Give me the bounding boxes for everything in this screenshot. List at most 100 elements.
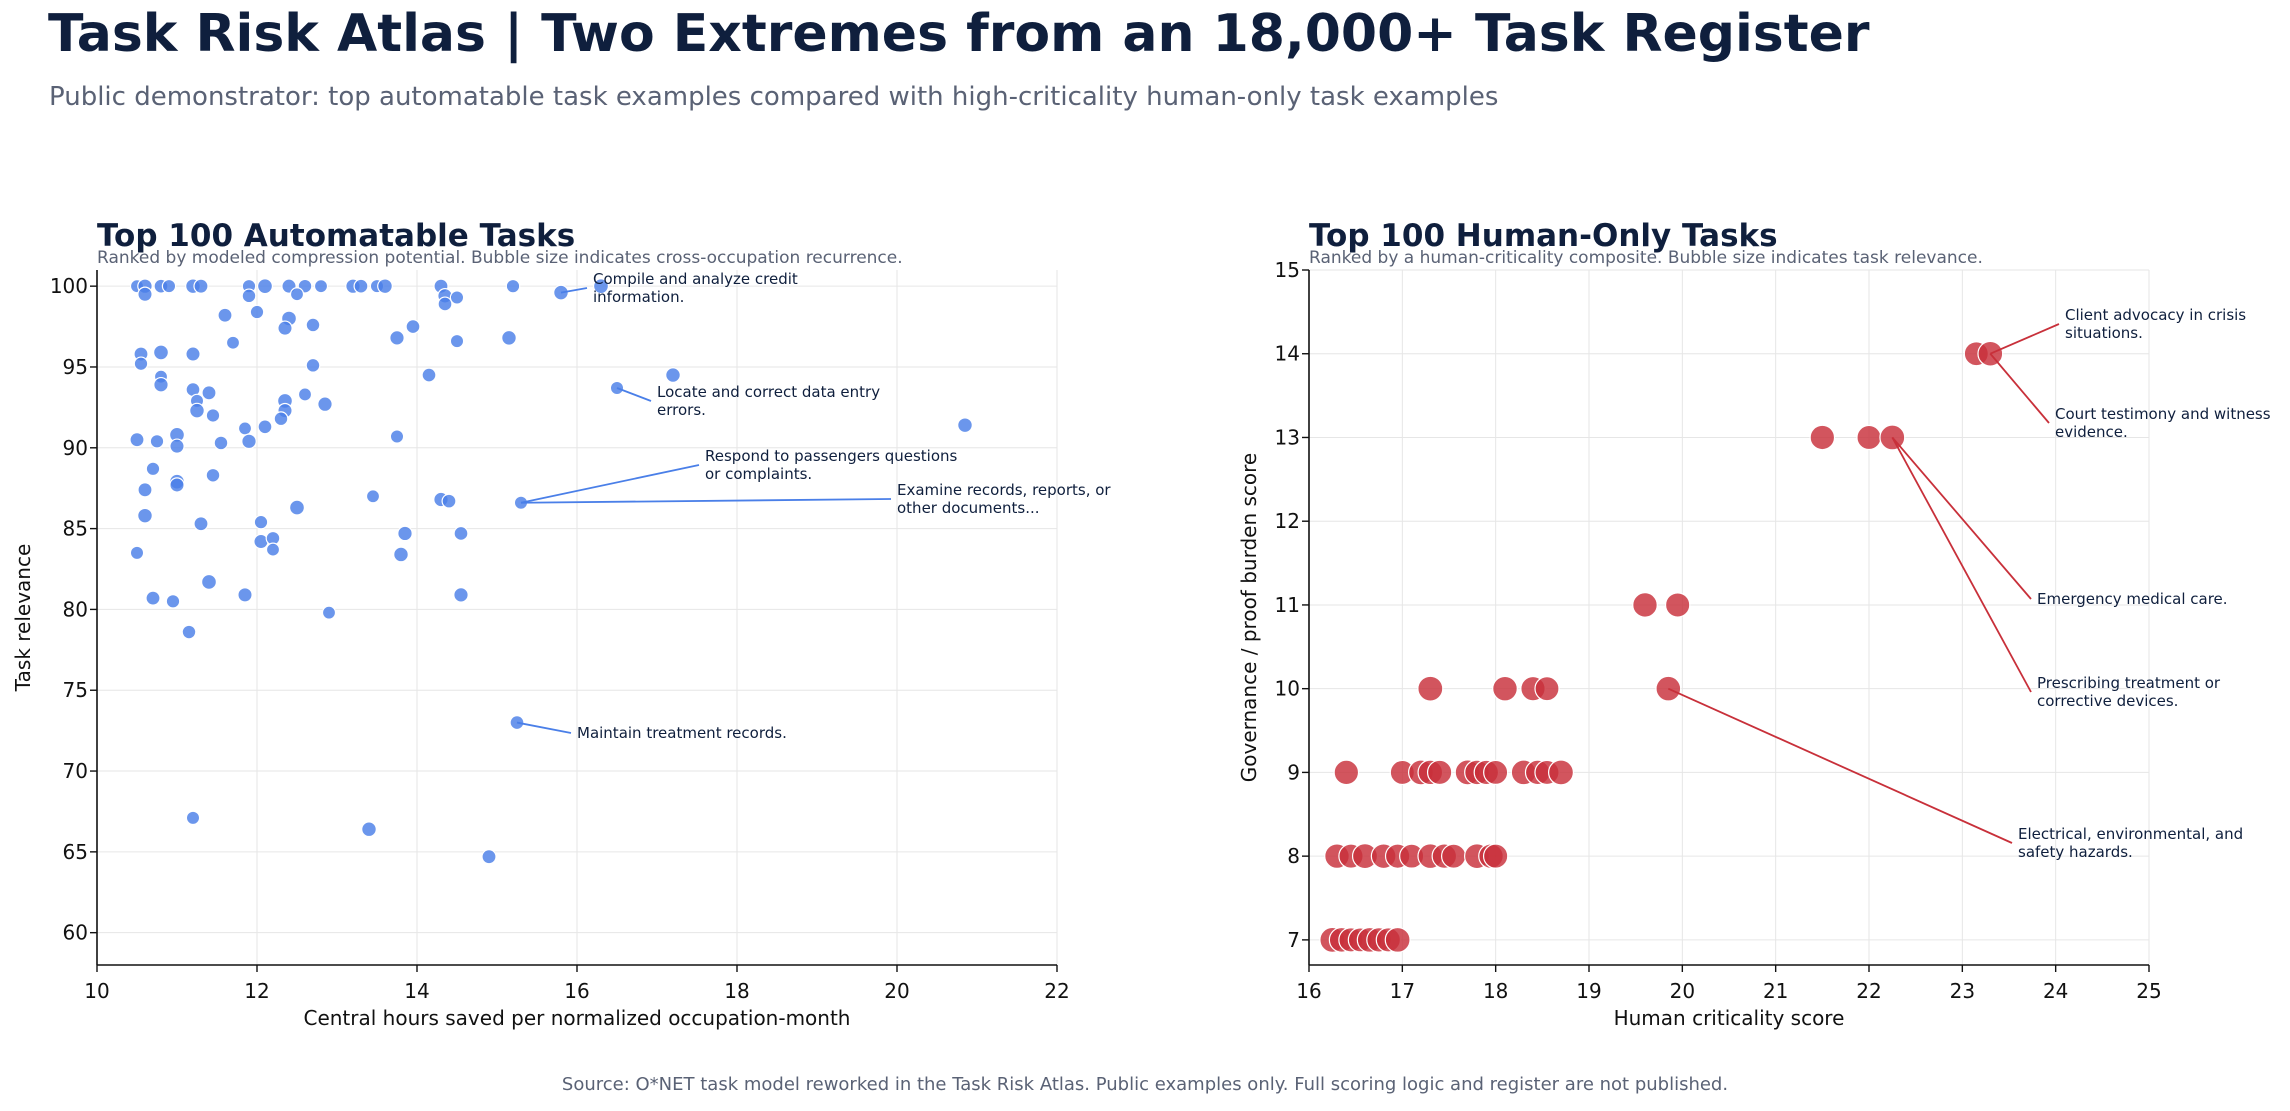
data-point xyxy=(257,419,273,435)
data-point xyxy=(169,438,185,454)
data-point xyxy=(129,545,145,561)
data-point xyxy=(1534,676,1560,702)
data-point xyxy=(1426,759,1453,786)
annotation-line: Electrical, environmental, and xyxy=(2018,825,2243,843)
data-point xyxy=(185,810,201,826)
data-point xyxy=(1547,759,1574,786)
data-point xyxy=(241,288,257,304)
data-point xyxy=(1856,424,1882,451)
annotation-line: safety hazards. xyxy=(2018,843,2133,861)
y-tick-label: 10 xyxy=(1275,677,1300,701)
annotation-leader xyxy=(1989,353,2050,424)
data-point xyxy=(305,317,321,333)
annotation-label: Examine records, reports, or other docume… xyxy=(897,481,1111,517)
data-point xyxy=(169,477,185,493)
annotation-label: Electrical, environmental, and safety haz… xyxy=(2018,825,2243,861)
annotation-label: Emergency medical care. xyxy=(2037,590,2228,608)
data-point xyxy=(137,507,153,524)
data-point xyxy=(265,542,281,557)
x-tick-label: 18 xyxy=(724,979,749,1003)
y-tick-label: 11 xyxy=(1275,593,1300,617)
data-point xyxy=(313,279,329,294)
annotation-line: situations. xyxy=(2065,324,2143,342)
data-point xyxy=(297,387,313,402)
y-axis-label: Task relevance xyxy=(11,544,35,693)
data-point xyxy=(1492,675,1518,702)
data-point xyxy=(213,435,229,451)
annotation-leader xyxy=(1667,687,2013,844)
data-point xyxy=(481,849,497,865)
data-point xyxy=(389,330,405,346)
data-point xyxy=(161,278,177,294)
data-point xyxy=(153,344,170,361)
data-point xyxy=(145,461,161,477)
data-point xyxy=(225,335,241,350)
x-tick-label: 16 xyxy=(564,979,589,1003)
y-tick-label: 13 xyxy=(1275,425,1300,449)
data-point xyxy=(205,408,221,423)
data-point xyxy=(205,467,221,483)
data-point xyxy=(501,329,517,346)
data-point xyxy=(201,385,217,401)
y-tick-label: 80 xyxy=(63,597,88,621)
data-point xyxy=(1441,843,1467,869)
data-point xyxy=(505,278,521,294)
y-tick-label: 70 xyxy=(63,759,88,783)
y-tick-label: 12 xyxy=(1275,509,1300,533)
data-point xyxy=(249,304,265,320)
x-tick-label: 21 xyxy=(1763,979,1788,1003)
data-point xyxy=(321,605,337,620)
data-point xyxy=(237,421,253,436)
data-point xyxy=(377,278,393,295)
data-point xyxy=(137,482,153,498)
panel-title: Top 100 Human-Only Tasks xyxy=(1309,218,1778,254)
y-tick-label: 14 xyxy=(1275,342,1300,366)
x-tick-label: 20 xyxy=(1670,979,1695,1003)
y-tick-label: 7 xyxy=(1287,928,1300,952)
panel-subtitle: Ranked by modeled compression potential.… xyxy=(97,248,903,268)
annotation-label: Client advocacy in crisis situations. xyxy=(2065,306,2246,342)
annotation-leader xyxy=(520,464,700,504)
annotation-label: Court testimony and witness evidence. xyxy=(2055,405,2271,441)
data-point xyxy=(361,821,377,838)
y-tick-label: 90 xyxy=(63,436,88,460)
x-tick-label: 22 xyxy=(1044,979,1069,1003)
annotation-leader xyxy=(516,721,572,734)
y-axis-label: Governance / proof burden score xyxy=(1237,453,1261,782)
x-axis-label: Human criticality score xyxy=(1614,1006,1845,1030)
x-tick-label: 23 xyxy=(1950,979,1975,1003)
annotation-line: Emergency medical care. xyxy=(2037,590,2228,608)
annotation-line: or complaints. xyxy=(705,465,812,483)
data-point xyxy=(277,320,293,336)
data-point xyxy=(1809,424,1836,451)
data-point xyxy=(437,296,453,312)
annotation-line: Compile and analyze credit xyxy=(593,270,798,288)
data-point xyxy=(592,278,609,295)
annotation-line: Court testimony and witness xyxy=(2055,405,2271,423)
data-point xyxy=(421,367,437,383)
annotation-line: Examine records, reports, or xyxy=(897,481,1111,499)
y-tick-label: 85 xyxy=(63,517,88,541)
data-point xyxy=(189,402,205,419)
x-tick-label: 18 xyxy=(1483,979,1508,1003)
panel-subtitle: Ranked by a human-criticality composite.… xyxy=(1309,248,1983,268)
annotation-line: Locate and correct data entry xyxy=(657,383,880,401)
data-point xyxy=(1483,759,1509,786)
data-point xyxy=(133,356,149,372)
x-tick-label: 19 xyxy=(1576,979,1601,1003)
annotation-line: Client advocacy in crisis xyxy=(2065,306,2246,324)
x-tick-label: 12 xyxy=(244,979,269,1003)
data-point xyxy=(365,489,381,504)
y-tick-label: 15 xyxy=(1275,258,1300,282)
data-point xyxy=(185,346,201,362)
y-tick-label: 100 xyxy=(50,274,88,298)
data-point xyxy=(137,286,153,302)
annotation-leader xyxy=(1989,323,2060,355)
annotation-label: Prescribing treatment or corrective devic… xyxy=(2037,674,2221,710)
annotation-leader xyxy=(560,287,588,294)
data-point xyxy=(237,587,253,603)
page-subtitle: Public demonstrator: top automatable tas… xyxy=(49,82,1499,112)
annotation-line: corrective devices. xyxy=(2037,692,2178,710)
